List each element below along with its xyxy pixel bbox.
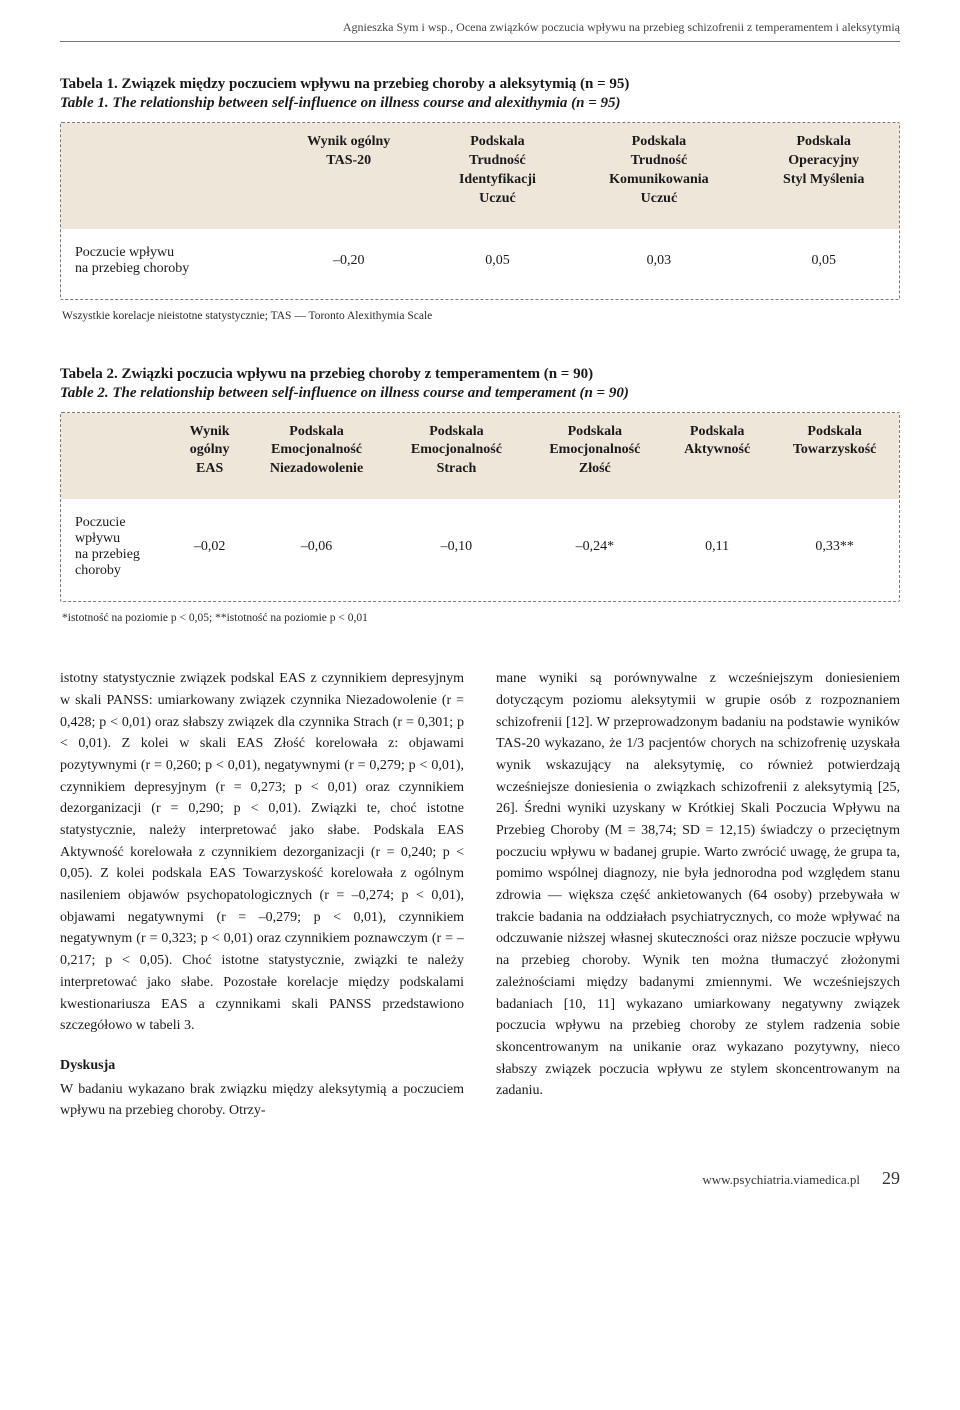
table-2-caption-pl: Tabela 2. Związki poczucia wpływu na prz… <box>60 366 900 383</box>
table-2-v3: –0,24* <box>526 499 664 601</box>
body-columns: istotny statystycznie związek podskal EA… <box>60 668 900 1122</box>
table-1-col-2: PodskalaTrudnośćIdentyfikacjiUczuć <box>425 123 569 229</box>
table-2-v0: –0,02 <box>173 499 245 601</box>
table-2-v4: 0,11 <box>664 499 770 601</box>
table-row: Poczucie wpływuna przebieg choroby –0,20… <box>61 229 899 299</box>
table-1: Wynik ogólnyTAS-20 PodskalaTrudnośćIdent… <box>61 123 899 299</box>
body-col-right: mane wyniki są porównywalne z wcześniejs… <box>496 668 900 1122</box>
table-1-v3: 0,05 <box>748 229 899 299</box>
table-2-col-5: PodskalaAktywność <box>664 413 770 500</box>
table-2-caption-en: Table 2. The relationship between self-i… <box>60 385 900 402</box>
body-left-2: W badaniu wykazano brak związku między a… <box>60 1082 464 1119</box>
page-number: 29 <box>882 1168 900 1189</box>
running-head: Agnieszka Sym i wsp., Ocena związków poc… <box>60 0 900 41</box>
table-1-caption-pl: Tabela 1. Związek między poczuciem wpływ… <box>60 76 900 93</box>
table-1-v2: 0,03 <box>569 229 748 299</box>
table-1-footnote: Wszystkie korelacje nieistotne statystyc… <box>62 310 898 322</box>
table-2-footnote: *istotność na poziomie p < 0,05; **istot… <box>62 612 898 624</box>
table-2-col-1: WynikogólnyEAS <box>173 413 245 500</box>
table-2-col-2: PodskalaEmocjonalnośćNiezadowolenie <box>246 413 387 500</box>
table-2-v2: –0,10 <box>387 499 525 601</box>
table-2-head: WynikogólnyEAS PodskalaEmocjonalnośćNiez… <box>61 413 899 500</box>
discussion-heading: Dyskusja <box>60 1055 464 1077</box>
table-1-v1: 0,05 <box>425 229 569 299</box>
running-head-rule <box>60 41 900 42</box>
table-2-rowlabel: Poczuciewpływuna przebiegchoroby <box>61 499 173 601</box>
table-2-v5: 0,33** <box>770 499 899 601</box>
table-2-box: WynikogólnyEAS PodskalaEmocjonalnośćNiez… <box>60 412 900 603</box>
table-1-col-0 <box>61 123 272 229</box>
table-1-v0: –0,20 <box>272 229 425 299</box>
table-2-col-4: PodskalaEmocjonalnośćZłość <box>526 413 664 500</box>
table-1-col-3: PodskalaTrudnośćKomunikowaniaUczuć <box>569 123 748 229</box>
footer-url: www.psychiatria.viamedica.pl <box>702 1172 860 1188</box>
page-footer: www.psychiatria.viamedica.pl 29 <box>60 1168 900 1189</box>
table-1-caption-en: Table 1. The relationship between self-i… <box>60 95 900 112</box>
table-1-rowlabel: Poczucie wpływuna przebieg choroby <box>61 229 272 299</box>
table-2: WynikogólnyEAS PodskalaEmocjonalnośćNiez… <box>61 413 899 602</box>
body-left-1: istotny statystycznie związek podskal EA… <box>60 671 464 1033</box>
table-2-col-0 <box>61 413 173 500</box>
body-col-left: istotny statystycznie związek podskal EA… <box>60 668 464 1122</box>
table-1-block: Tabela 1. Związek między poczuciem wpływ… <box>60 76 900 322</box>
table-1-col-4: PodskalaOperacyjnyStyl Myślenia <box>748 123 899 229</box>
table-row: Poczuciewpływuna przebiegchoroby –0,02 –… <box>61 499 899 601</box>
table-2-col-3: PodskalaEmocjonalnośćStrach <box>387 413 525 500</box>
table-2-block: Tabela 2. Związki poczucia wpływu na prz… <box>60 366 900 625</box>
table-2-v1: –0,06 <box>246 499 387 601</box>
table-1-box: Wynik ogólnyTAS-20 PodskalaTrudnośćIdent… <box>60 122 900 300</box>
table-1-head: Wynik ogólnyTAS-20 PodskalaTrudnośćIdent… <box>61 123 899 229</box>
table-2-col-6: PodskalaTowarzyskość <box>770 413 899 500</box>
table-1-col-1: Wynik ogólnyTAS-20 <box>272 123 425 229</box>
body-right: mane wyniki są porównywalne z wcześniejs… <box>496 671 900 1098</box>
